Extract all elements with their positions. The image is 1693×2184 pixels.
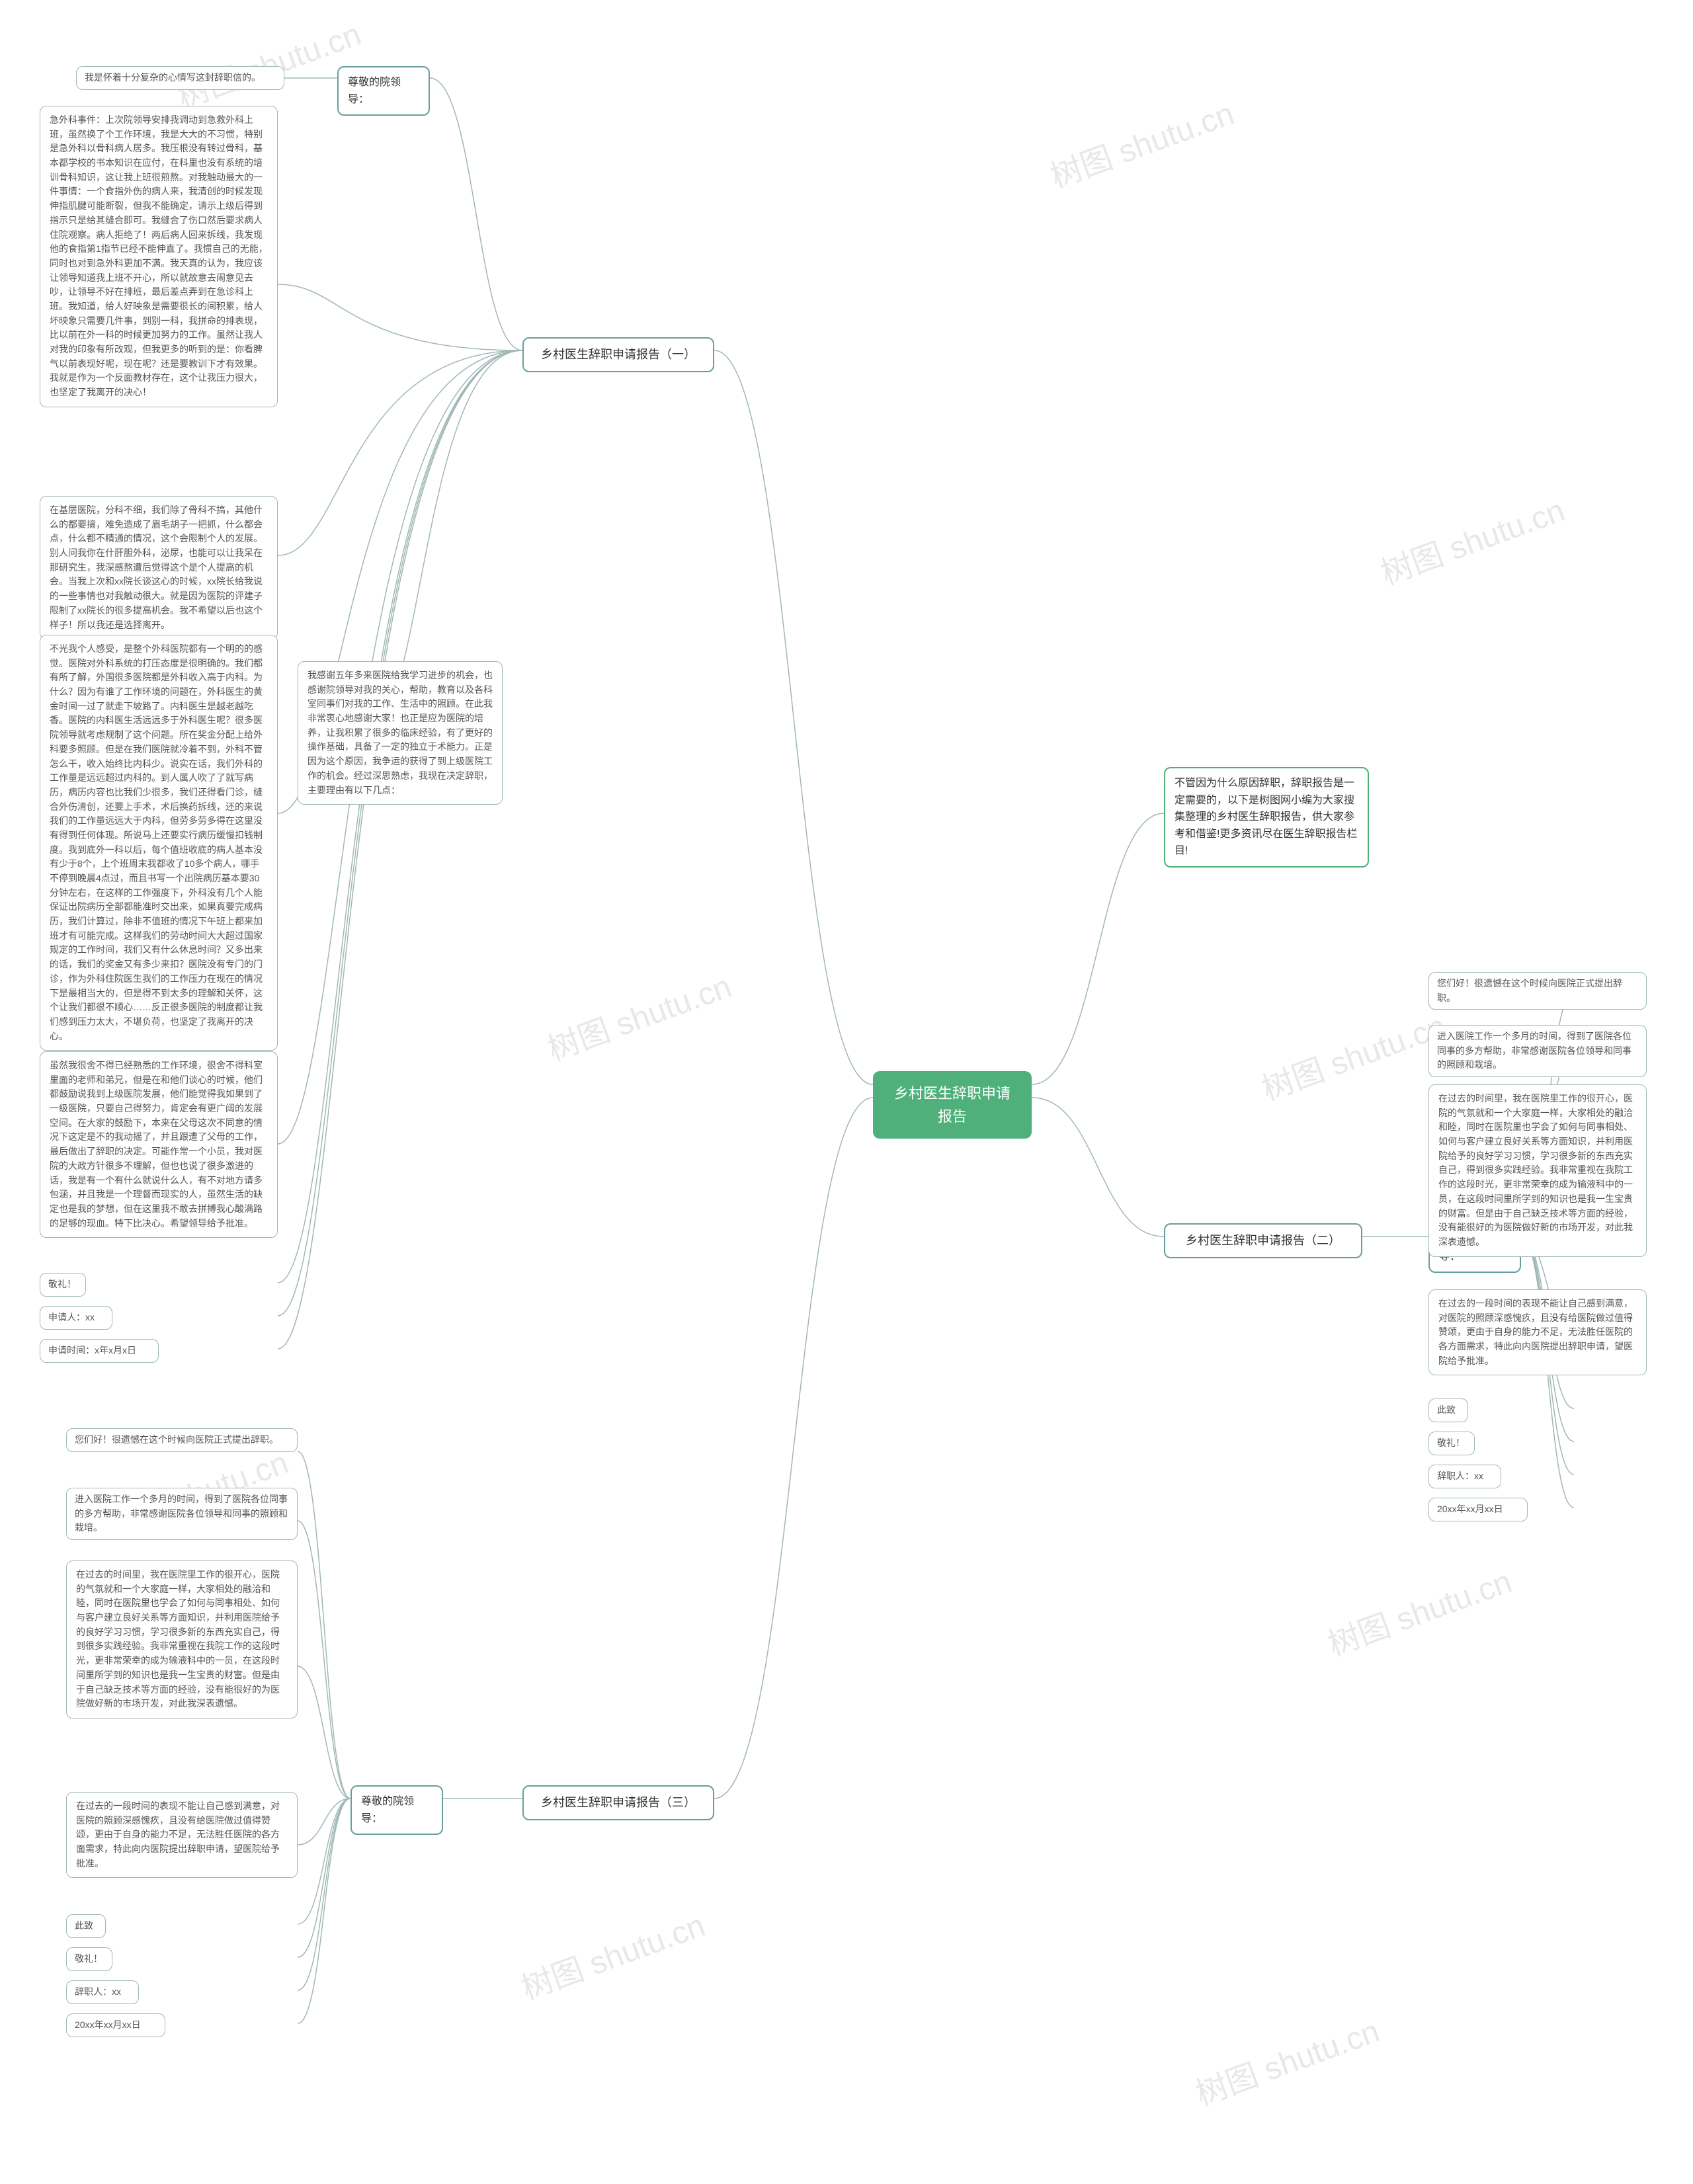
section-2-leaf-6: 辞职人：xx: [1428, 1465, 1501, 1488]
watermark: 树图 shutu.cn: [1043, 87, 1239, 196]
section-1-leaf-2: 在基层医院，分科不细，我们除了骨科不搞，其他什么的都要搞，难免造成了眉毛胡子一把…: [40, 496, 278, 639]
watermark: 树图 shutu.cn: [540, 960, 737, 1069]
section-3-leaf-0: 您们好！很遗憾在这个时候向医院正式提出辞职。: [66, 1428, 298, 1452]
section-2-leaf-1: 进入医院工作一个多月的时间，得到了医院各位同事的多方帮助，非常感谢医院各位领导和…: [1428, 1025, 1647, 1077]
section-3-leaf-1: 进入医院工作一个多月的时间，得到了医院各位同事的多方帮助，非常感谢医院各位领导和…: [66, 1488, 298, 1540]
section-1-leaf-7: 申请人：xx: [40, 1306, 112, 1330]
section-1-sub[interactable]: 尊敬的院领导：: [337, 66, 430, 116]
section-2-leaf-2: 在过去的时间里，我在医院里工作的很开心，医院的气氛就和一个大家庭一样，大家相处的…: [1428, 1084, 1647, 1257]
section-2-leaf-0: 您们好！很遗憾在这个时候向医院正式提出辞职。: [1428, 972, 1647, 1010]
section-2-leaf-3: 在过去的一段时间的表现不能让自己感到满意，对医院的照顾深感愧疚，且没有给医院做过…: [1428, 1289, 1647, 1375]
watermark: 树图 shutu.cn: [1255, 1000, 1451, 1109]
section-3-sub[interactable]: 尊敬的院领导：: [351, 1785, 443, 1835]
watermark: 树图 shutu.cn: [514, 1899, 710, 2008]
section-1-leaf-1: 急外科事件：上次院领导安排我调动到急救外科上班，虽然换了个工作环境，我是大大的不…: [40, 106, 278, 407]
section-2-title[interactable]: 乡村医生辞职申请报告（二）: [1164, 1223, 1362, 1258]
section-1-leaf-5: 虽然我很舍不得已经熟悉的工作环境，很舍不得科室里面的老师和弟兄，但是在和他们谈心…: [40, 1051, 278, 1238]
section-3-leaf-4: 此致: [66, 1914, 106, 1938]
intro-node[interactable]: 不管因为什么原因辞职，辞职报告是一定需要的，以下是树图网小编为大家搜集整理的乡村…: [1164, 767, 1369, 868]
root-node[interactable]: 乡村医生辞职申请报告: [873, 1071, 1032, 1139]
section-3-leaf-3: 在过去的一段时间的表现不能让自己感到满意，对医院的照顾深感愧疚，且没有给医院做过…: [66, 1792, 298, 1878]
mindmap-canvas: 树图 shutu.cn 树图 shutu.cn 树图 shutu.cn 树图 s…: [0, 0, 1693, 2184]
section-2-leaf-5: 敬礼！: [1428, 1432, 1475, 1455]
section-3-leaf-2: 在过去的时间里，我在医院里工作的很开心，医院的气氛就和一个大家庭一样，大家相处的…: [66, 1560, 298, 1719]
section-2-leaf-4: 此致: [1428, 1398, 1468, 1422]
section-3-leaf-7: 20xx年xx月xx日: [66, 2013, 165, 2037]
section-1-leaf-4: 我感谢五年多来医院给我学习进步的机会，也感谢院领导对我的关心，帮助，教育以及各科…: [298, 661, 503, 805]
section-3-leaf-5: 敬礼！: [66, 1947, 112, 1971]
section-3-leaf-6: 辞职人：xx: [66, 1980, 139, 2004]
section-1-leaf-3: 不光我个人感受，是整个外科医院都有一个明的的感觉。医院对外科系统的打压态度是很明…: [40, 635, 278, 1051]
section-3-title[interactable]: 乡村医生辞职申请报告（三）: [522, 1785, 714, 1820]
watermark: 树图 shutu.cn: [1321, 1555, 1517, 1664]
watermark: 树图 shutu.cn: [1188, 2005, 1385, 2114]
section-2-leaf-7: 20xx年xx月xx日: [1428, 1498, 1528, 1521]
section-1-leaf-6: 敬礼！: [40, 1273, 86, 1297]
watermark: 树图 shutu.cn: [1374, 484, 1570, 593]
section-1-leaf-8: 申请时间：x年x月x日: [40, 1339, 159, 1363]
section-1-title[interactable]: 乡村医生辞职申请报告（一）: [522, 337, 714, 372]
section-1-leaf-0: 我是怀着十分复杂的心情写这封辞职信的。: [76, 66, 284, 90]
